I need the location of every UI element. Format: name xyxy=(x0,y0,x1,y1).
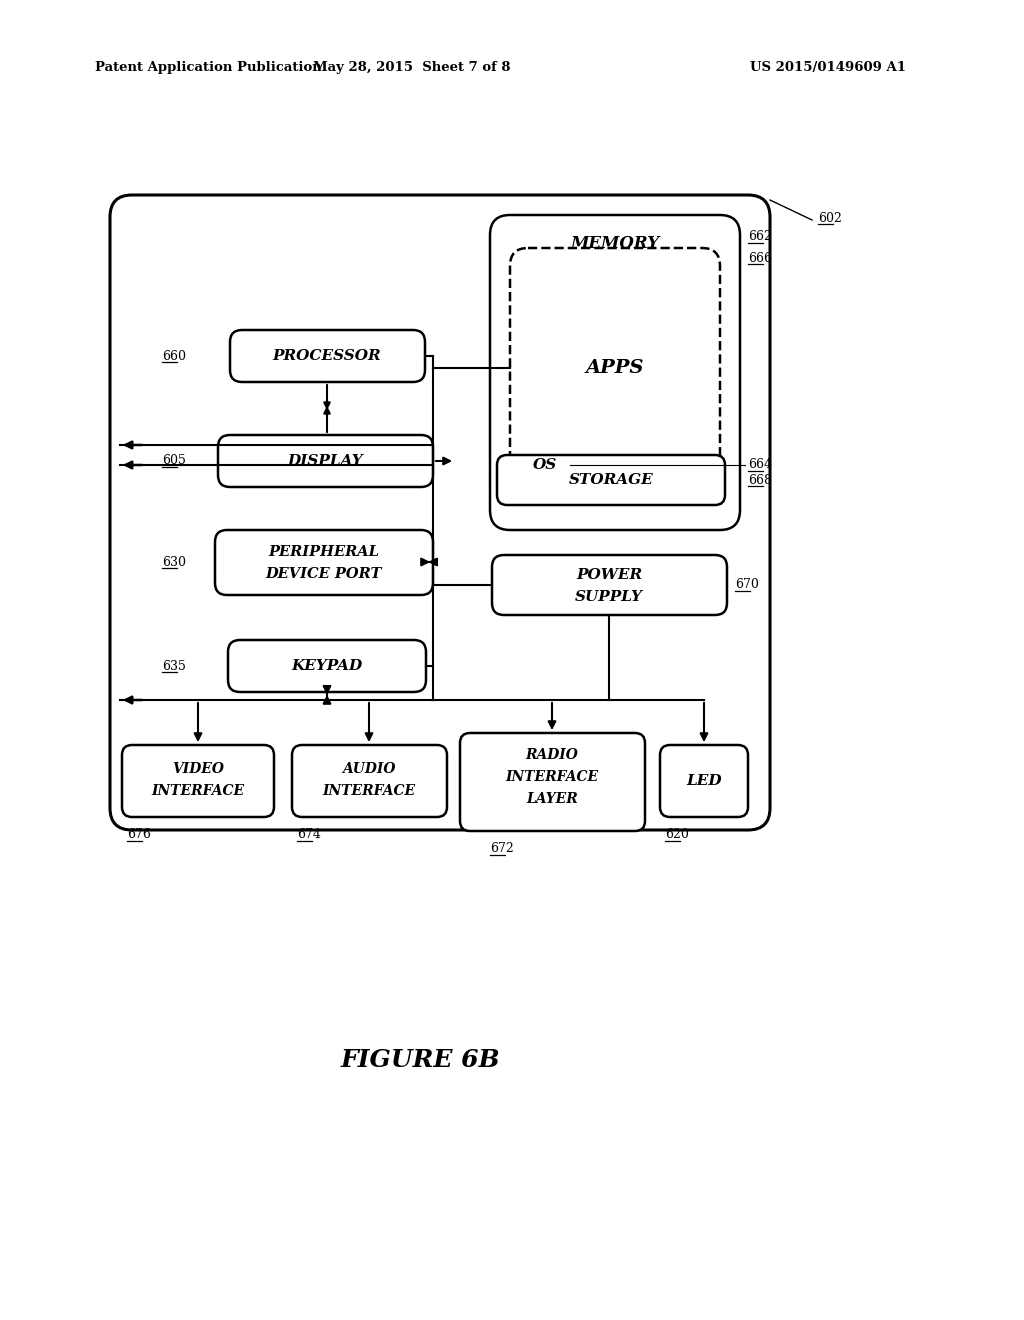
FancyBboxPatch shape xyxy=(497,455,725,506)
Text: 660: 660 xyxy=(162,350,186,363)
Text: PERIPHERAL: PERIPHERAL xyxy=(268,545,380,558)
FancyBboxPatch shape xyxy=(490,215,740,531)
FancyBboxPatch shape xyxy=(460,733,645,832)
Text: 674: 674 xyxy=(297,829,321,842)
Text: MEMORY: MEMORY xyxy=(570,235,659,252)
FancyBboxPatch shape xyxy=(230,330,425,381)
Text: May 28, 2015  Sheet 7 of 8: May 28, 2015 Sheet 7 of 8 xyxy=(313,62,511,74)
Text: INTERFACE: INTERFACE xyxy=(152,784,245,799)
Text: Patent Application Publication: Patent Application Publication xyxy=(95,62,322,74)
FancyBboxPatch shape xyxy=(492,554,727,615)
Text: 630: 630 xyxy=(162,556,186,569)
Text: 666: 666 xyxy=(748,252,772,264)
Text: VIDEO: VIDEO xyxy=(172,762,224,776)
Text: 672: 672 xyxy=(490,842,514,855)
Text: 668: 668 xyxy=(748,474,772,487)
Text: APPS: APPS xyxy=(586,359,644,378)
Text: US 2015/0149609 A1: US 2015/0149609 A1 xyxy=(750,62,906,74)
FancyBboxPatch shape xyxy=(218,436,433,487)
Text: 664: 664 xyxy=(748,458,772,471)
Text: LED: LED xyxy=(686,774,722,788)
Text: 670: 670 xyxy=(735,578,759,591)
Text: POWER: POWER xyxy=(575,568,642,582)
FancyBboxPatch shape xyxy=(510,248,720,488)
FancyBboxPatch shape xyxy=(110,195,770,830)
Text: INTERFACE: INTERFACE xyxy=(323,784,416,799)
FancyBboxPatch shape xyxy=(228,640,426,692)
FancyBboxPatch shape xyxy=(122,744,274,817)
Text: INTERFACE: INTERFACE xyxy=(506,770,599,784)
Text: 620: 620 xyxy=(665,829,689,842)
Text: 605: 605 xyxy=(162,454,186,467)
FancyBboxPatch shape xyxy=(292,744,447,817)
Text: 602: 602 xyxy=(818,211,842,224)
Text: DISPLAY: DISPLAY xyxy=(287,454,362,469)
FancyBboxPatch shape xyxy=(660,744,748,817)
FancyBboxPatch shape xyxy=(215,531,433,595)
Text: 635: 635 xyxy=(162,660,186,672)
Text: FIGURE 6B: FIGURE 6B xyxy=(340,1048,500,1072)
Text: RADIO: RADIO xyxy=(525,748,579,762)
Text: SUPPLY: SUPPLY xyxy=(575,590,643,605)
Text: OS: OS xyxy=(532,458,557,473)
Text: DEVICE PORT: DEVICE PORT xyxy=(266,568,382,581)
Text: 662: 662 xyxy=(748,231,772,243)
Text: KEYPAD: KEYPAD xyxy=(292,659,362,673)
Text: AUDIO: AUDIO xyxy=(342,762,395,776)
Text: PROCESSOR: PROCESSOR xyxy=(272,348,381,363)
Text: LAYER: LAYER xyxy=(526,792,578,807)
Text: 676: 676 xyxy=(127,829,151,842)
Text: STORAGE: STORAGE xyxy=(568,473,653,487)
